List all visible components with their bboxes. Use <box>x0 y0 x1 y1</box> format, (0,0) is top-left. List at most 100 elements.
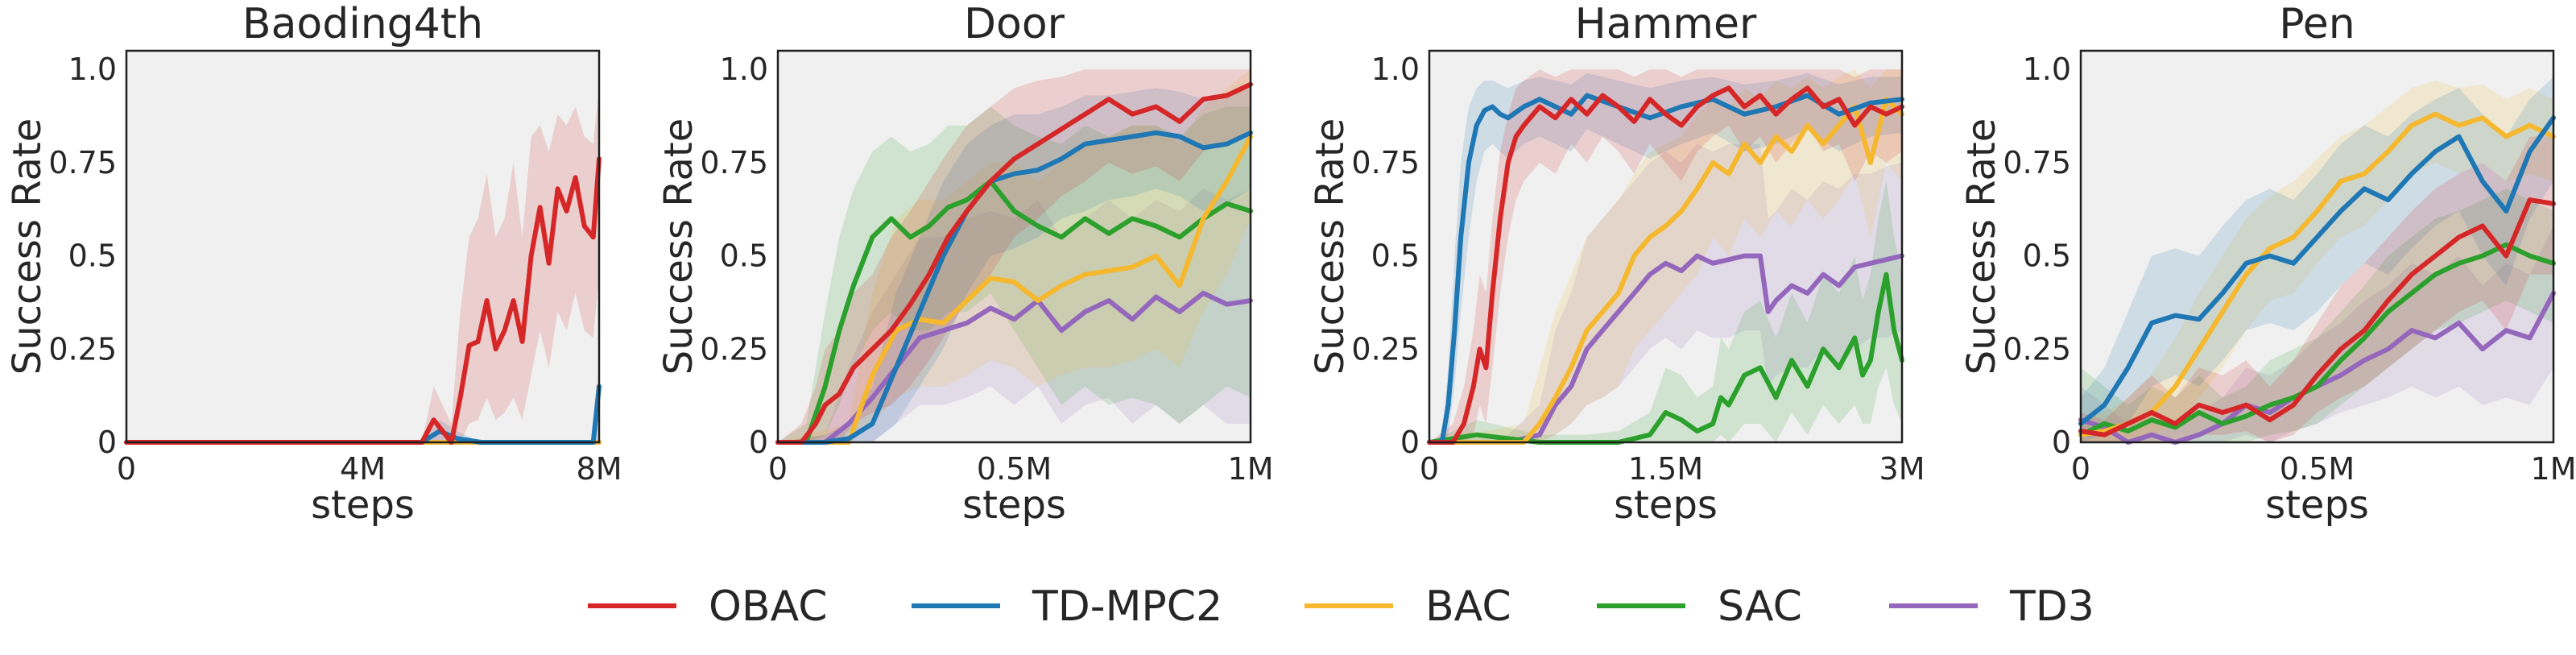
band-td3 <box>778 189 1251 443</box>
x-tick-label: 0 <box>2071 451 2090 487</box>
x-tick-label: 1M <box>2531 451 2576 487</box>
y-tick-label: 0.25 <box>2003 331 2071 367</box>
x-axis-label: steps <box>1614 483 1718 528</box>
subplot-title: Baoding4th <box>242 0 483 48</box>
y-tick-label: 1.0 <box>68 52 117 87</box>
x-axis-label: steps <box>962 483 1066 528</box>
line-sac <box>2078 242 2556 437</box>
subplot-pen: 0 0.25 0.5 0.75 1.0 0 0.5M 1M Pen steps Succes… <box>1959 0 2576 528</box>
x-tick-label: 4M <box>340 451 386 487</box>
series-lines <box>2078 111 2556 445</box>
y-tick-label: 1.0 <box>2023 52 2071 87</box>
x-tick-label: 0.5M <box>977 451 1052 487</box>
line-td3 <box>775 290 1253 445</box>
confidence-bands <box>778 69 1251 443</box>
legend-item-bac: BAC <box>1305 582 1511 631</box>
y-tick-label: 0 <box>97 425 117 460</box>
y-tick-label: 0.25 <box>48 331 117 367</box>
band-obac <box>778 69 1251 442</box>
band-bac <box>778 69 1251 442</box>
plot-frame <box>2079 49 2555 444</box>
line-bac <box>1427 97 1904 445</box>
plot-frame <box>125 49 601 444</box>
y-axis-label: Success Rate <box>1959 118 2004 375</box>
x-tick-labels: 0 1.5M 3M <box>1420 451 1925 487</box>
y-tick-label: 0.25 <box>1351 331 1420 367</box>
y-tick-label: 0.25 <box>700 331 768 367</box>
y-tick-label: 0 <box>1400 425 1420 460</box>
y-tick-label: 0.75 <box>2003 145 2071 180</box>
y-tick-label: 0.5 <box>1371 238 1420 274</box>
legend-label-obac: OBAC <box>709 582 828 631</box>
y-tick-label: 0.5 <box>68 238 117 274</box>
legend-label-sac: SAC <box>1718 582 1802 631</box>
series-lines <box>775 81 1253 445</box>
subplot-title: Pen <box>2279 0 2355 48</box>
line-obac <box>2078 197 2556 437</box>
band-sac <box>2081 189 2553 443</box>
y-tick-label: 0.75 <box>1351 145 1420 180</box>
line-td-mpc2 <box>2078 115 2556 426</box>
y-tick-label: 0 <box>2052 425 2071 460</box>
line-td-mpc2 <box>775 130 1253 445</box>
line-td3 <box>1427 253 1904 445</box>
y-tick-label: 0.5 <box>720 238 768 274</box>
subplot-baoding4th: 0 0.25 0.5 0.75 1.0 0 4M 8M Baoding4th steps S… <box>5 0 622 528</box>
y-tick-label: 0 <box>749 425 768 460</box>
legend-item-sac: SAC <box>1597 582 1802 631</box>
x-tick-label: 0 <box>117 451 136 487</box>
y-axis-label: Success Rate <box>5 118 50 375</box>
x-tick-label: 1M <box>1228 451 1274 487</box>
legend-item-td-mpc2: TD-MPC2 <box>912 582 1222 631</box>
y-tick-labels: 0 0.25 0.5 0.75 1.0 <box>700 52 768 460</box>
legend-label-bac: BAC <box>1425 582 1511 631</box>
band-bac <box>1429 69 1902 442</box>
band-td3 <box>2081 226 2553 442</box>
band-td-mpc2 <box>778 88 1251 443</box>
plot-frame <box>776 49 1252 444</box>
legend-item-obac: OBAC <box>588 582 828 631</box>
legend-item-td3: TD3 <box>1889 582 2094 631</box>
x-tick-labels: 0 0.5M 1M <box>2071 451 2576 487</box>
subplot-hammer: 0 0.25 0.5 0.75 1.0 0 1.5M 3M Hammer steps Suc… <box>1308 0 1925 528</box>
line-bac <box>775 134 1253 445</box>
subplot-door: 0 0.25 0.5 0.75 1.0 0 0.5M 1M Door steps Succe… <box>656 0 1273 528</box>
y-tick-label: 0.5 <box>2023 238 2071 274</box>
legend-label-td-mpc2: TD-MPC2 <box>1032 582 1222 631</box>
x-tick-label: 0 <box>1420 451 1439 487</box>
x-tick-label: 0.5M <box>2280 451 2355 487</box>
y-tick-label: 1.0 <box>1371 52 1420 87</box>
band-obac <box>2081 136 2553 442</box>
x-tick-label: 0 <box>768 451 788 487</box>
plot-area <box>126 51 599 442</box>
subplot-title: Hammer <box>1575 0 1757 48</box>
x-axis-label: steps <box>311 483 415 528</box>
legend-label-td3: TD3 <box>2009 582 2094 631</box>
y-tick-labels: 0 0.25 0.5 0.75 1.0 <box>2003 52 2071 460</box>
y-tick-label: 1.0 <box>720 52 768 87</box>
y-tick-label: 0.75 <box>48 145 117 180</box>
line-obac <box>124 156 602 445</box>
y-tick-labels: 0 0.25 0.5 0.75 1.0 <box>1351 52 1420 460</box>
band-obac <box>126 88 599 443</box>
y-tick-label: 0.75 <box>700 145 768 180</box>
line-bac <box>2078 111 2556 437</box>
x-tick-labels: 0 0.5M 1M <box>768 451 1274 487</box>
band-sac <box>778 106 1251 442</box>
x-tick-labels: 0 4M 8M <box>117 451 622 487</box>
line-obac <box>1427 85 1904 445</box>
band-td3 <box>1429 143 1902 442</box>
legend: OBAC TD-MPC2 BAC SAC TD3 <box>588 582 2094 631</box>
y-axis-label: Success Rate <box>656 118 701 375</box>
y-tick-labels: 0 0.25 0.5 0.75 1.0 <box>48 52 117 460</box>
confidence-bands <box>126 88 599 443</box>
y-axis-label: Success Rate <box>1308 118 1353 375</box>
x-tick-label: 8M <box>577 451 622 487</box>
x-tick-label: 1.5M <box>1628 451 1703 487</box>
line-obac <box>775 81 1253 445</box>
plot-frame <box>1428 49 1904 444</box>
x-axis-label: steps <box>2265 483 2369 528</box>
x-tick-label: 3M <box>1879 451 1925 487</box>
band-obac <box>1429 69 1902 442</box>
